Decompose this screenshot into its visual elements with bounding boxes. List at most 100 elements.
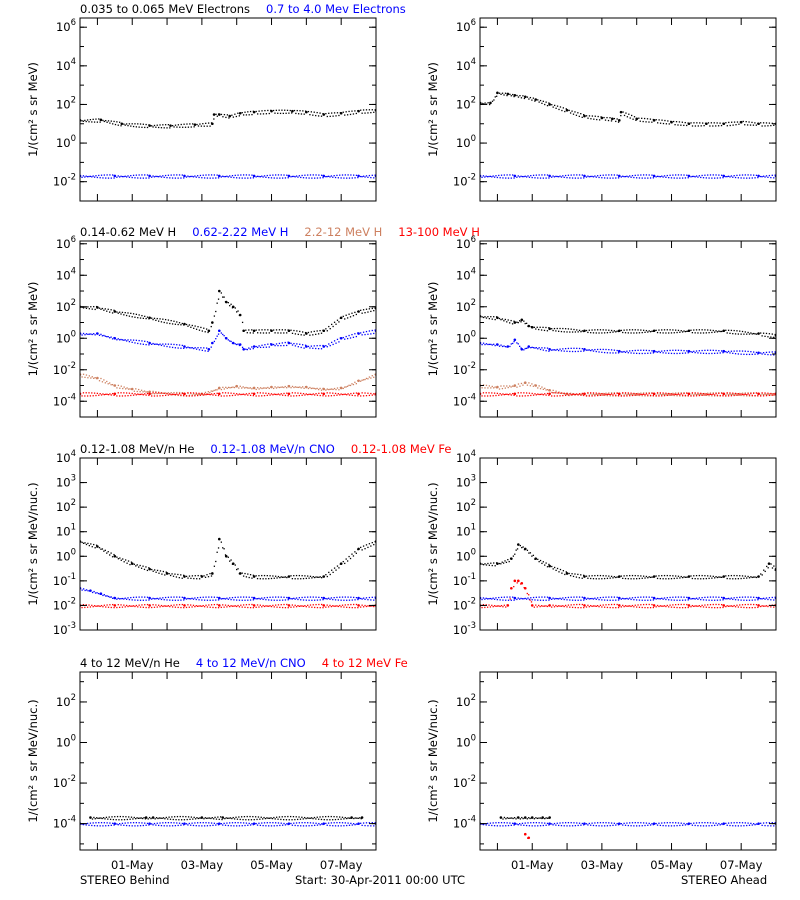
trace-dot <box>350 174 352 176</box>
trace-dot <box>148 318 150 320</box>
trace-dot <box>333 816 335 818</box>
trace-dot <box>751 333 753 335</box>
trace-dot <box>154 569 156 571</box>
trace-dot <box>88 175 90 178</box>
trace-dot <box>531 383 533 385</box>
trace-dot <box>326 388 328 390</box>
trace-dot <box>320 174 323 176</box>
y-tick-exponent: 2 <box>471 95 476 105</box>
trace-dot <box>498 92 501 94</box>
trace-dot <box>202 394 204 396</box>
trace-dot <box>575 114 578 116</box>
trace-dot <box>82 392 85 394</box>
trace-dot <box>661 119 663 121</box>
trace-dot <box>684 576 687 578</box>
trace-dot <box>367 176 369 178</box>
row-1-title-part: 13-100 MeV H <box>398 225 480 239</box>
trace-dot <box>615 120 617 123</box>
trace-dot <box>683 124 685 127</box>
trace-dot <box>123 123 125 125</box>
trace-dot <box>144 174 146 176</box>
trace-dot <box>247 177 249 179</box>
trace-dot <box>598 119 601 121</box>
trace-dot <box>281 109 283 111</box>
trace-dot <box>132 313 135 315</box>
trace-dot <box>764 598 766 600</box>
trace-dot <box>714 599 716 601</box>
trace-dot <box>106 335 108 338</box>
trace-dot <box>270 329 272 331</box>
trace-dot <box>739 174 741 176</box>
trace-dot <box>165 816 167 819</box>
trace-dot <box>94 547 96 549</box>
trace-dot <box>173 604 175 606</box>
trace-dot <box>181 174 183 176</box>
trace-dot <box>360 818 362 820</box>
trace-dot <box>311 393 313 396</box>
trace-dot <box>737 825 739 827</box>
trace-dot <box>732 392 734 394</box>
trace-dot <box>634 329 636 331</box>
trace-dot <box>764 353 766 355</box>
trace-dot <box>110 606 112 609</box>
trace-dot <box>264 387 266 389</box>
trace-dot <box>126 562 128 564</box>
trace-dot <box>693 605 695 608</box>
trace-dot <box>726 175 728 178</box>
trace-dot <box>627 605 629 607</box>
y-axis-label: 1/(cm² s sr MeV) <box>426 62 440 157</box>
trace-dot <box>534 384 536 386</box>
trace-dot <box>190 824 192 826</box>
trace-dot <box>224 337 227 339</box>
trace-dot <box>714 352 716 355</box>
trace-dot <box>708 606 710 609</box>
trace-dot <box>362 379 365 381</box>
trace-dot <box>134 393 136 395</box>
trace-dot <box>679 177 681 179</box>
y-tick-label: 100 <box>456 547 476 563</box>
trace-dot <box>298 574 300 577</box>
trace-dot <box>719 177 721 179</box>
trace-dot <box>564 347 567 350</box>
trace-dot <box>349 113 352 116</box>
trace-dot <box>148 567 150 569</box>
trace-dot <box>768 122 771 124</box>
trace-dot <box>100 377 102 380</box>
trace-dot <box>302 344 304 346</box>
trace-dot <box>261 395 263 397</box>
trace-dot <box>166 176 168 179</box>
trace-dot <box>199 596 202 599</box>
trace-dot <box>123 824 125 826</box>
trace-dot <box>670 825 673 827</box>
trace-dot <box>199 123 201 125</box>
trace-dot <box>155 824 157 826</box>
trace-dot <box>672 174 674 176</box>
trace-dot <box>757 353 759 355</box>
trace-dot <box>528 392 531 394</box>
trace-dot <box>760 394 762 396</box>
trace-dot <box>208 822 210 824</box>
trace-dot <box>113 606 115 609</box>
trace-dot <box>88 308 91 310</box>
trace-dot <box>190 347 192 349</box>
trace-dot <box>234 564 236 566</box>
trace-dot <box>222 547 224 549</box>
trace-dot <box>563 825 565 827</box>
trace-dot <box>735 124 737 126</box>
trace-dot <box>732 176 734 178</box>
trace-dot <box>499 177 501 179</box>
trace-dot <box>577 350 579 353</box>
trace-dot <box>337 825 339 827</box>
trace-dot <box>309 174 312 176</box>
trace-dot <box>89 606 92 608</box>
trace-dot <box>711 395 713 397</box>
trace-dot <box>767 605 769 608</box>
trace-dot <box>245 596 248 598</box>
y-tick-exponent: -1 <box>468 572 476 582</box>
trace-dot <box>516 816 519 819</box>
trace-dot <box>249 387 252 389</box>
trace-dot <box>693 329 695 331</box>
trace-dot <box>482 597 485 599</box>
trace-dot <box>577 573 579 576</box>
trace-dot <box>597 115 599 118</box>
